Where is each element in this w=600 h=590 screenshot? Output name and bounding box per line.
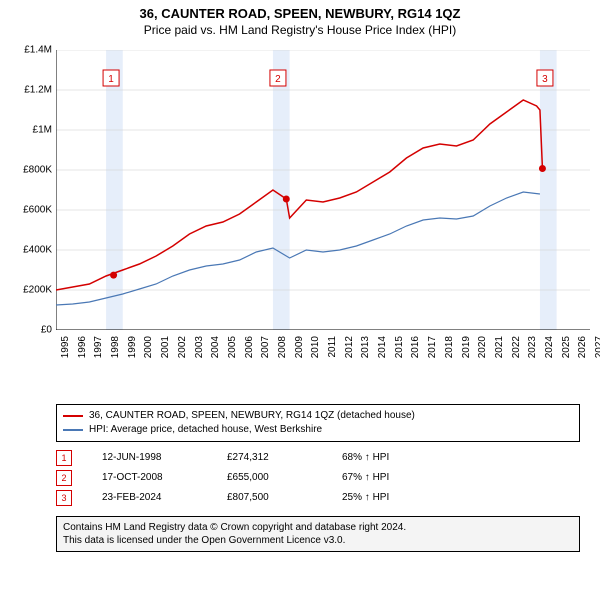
x-tick-label: 2010	[310, 336, 321, 358]
x-tick-label: 2017	[427, 336, 438, 358]
chart-container: 36, CAUNTER ROAD, SPEEN, NEWBURY, RG14 1…	[0, 0, 600, 590]
x-tick-label: 2020	[477, 336, 488, 358]
plot-area: 1 2 3	[56, 50, 590, 330]
x-tick-label: 2023	[527, 336, 538, 358]
legend-swatch	[63, 429, 83, 431]
x-tick-label: 2019	[461, 336, 472, 358]
x-tick-label: 1996	[77, 336, 88, 358]
sale-diff: 67% ↑ HPI	[342, 468, 389, 488]
legend-item: 36, CAUNTER ROAD, SPEEN, NEWBURY, RG14 1…	[63, 409, 573, 423]
sale-marker-number: 2	[56, 470, 72, 486]
sale-diff: 25% ↑ HPI	[342, 488, 389, 508]
svg-text:3: 3	[542, 74, 548, 85]
x-tick-label: 2004	[210, 336, 221, 358]
x-tick-label: 2018	[444, 336, 455, 358]
sale-marker-number: 1	[56, 450, 72, 466]
x-tick-label: 2000	[143, 336, 154, 358]
x-tick-label: 1995	[60, 336, 71, 358]
x-tick-label: 2014	[377, 336, 388, 358]
x-tick-label: 2001	[160, 336, 171, 358]
sale-row: 1 12-JUN-1998 £274,312 68% ↑ HPI	[56, 448, 566, 468]
y-tick-label: £200K	[2, 285, 52, 296]
x-tick-label: 2013	[360, 336, 371, 358]
footer-line2: This data is licensed under the Open Gov…	[63, 534, 573, 547]
y-tick-label: £1.4M	[2, 45, 52, 56]
legend-swatch	[63, 415, 83, 417]
chart-title: 36, CAUNTER ROAD, SPEEN, NEWBURY, RG14 1…	[0, 0, 600, 21]
x-tick-label: 2007	[260, 336, 271, 358]
sale-price: £274,312	[227, 448, 312, 468]
x-tick-label: 1997	[93, 336, 104, 358]
x-tick-label: 2006	[244, 336, 255, 358]
footer-note: Contains HM Land Registry data © Crown c…	[56, 516, 580, 552]
y-tick-label: £1.2M	[2, 85, 52, 96]
legend-item: HPI: Average price, detached house, West…	[63, 423, 573, 437]
sale-marker-number: 3	[56, 490, 72, 506]
x-tick-label: 2022	[511, 336, 522, 358]
x-tick-label: 2026	[577, 336, 588, 358]
svg-text:2: 2	[275, 74, 281, 85]
x-tick-label: 2011	[327, 336, 338, 358]
x-tick-label: 2021	[494, 336, 505, 358]
legend: 36, CAUNTER ROAD, SPEEN, NEWBURY, RG14 1…	[56, 404, 580, 442]
x-tick-label: 2012	[344, 336, 355, 358]
sale-date: 23-FEB-2024	[102, 488, 197, 508]
svg-text:1: 1	[108, 74, 114, 85]
y-tick-label: £0	[2, 325, 52, 336]
y-tick-label: £800K	[2, 165, 52, 176]
legend-label: 36, CAUNTER ROAD, SPEEN, NEWBURY, RG14 1…	[89, 409, 415, 423]
sale-diff: 68% ↑ HPI	[342, 448, 389, 468]
x-tick-label: 2002	[177, 336, 188, 358]
sale-price: £655,000	[227, 468, 312, 488]
sales-table: 1 12-JUN-1998 £274,312 68% ↑ HPI 2 17-OCT-200…	[56, 448, 566, 508]
x-tick-label: 2003	[194, 336, 205, 358]
x-tick-label: 2005	[227, 336, 238, 358]
legend-label: HPI: Average price, detached house, West…	[89, 423, 322, 437]
x-tick-label: 2009	[294, 336, 305, 358]
sale-row: 2 17-OCT-2008 £655,000 67% ↑ HPI	[56, 468, 566, 488]
x-tick-label: 2016	[410, 336, 421, 358]
sale-row: 3 23-FEB-2024 £807,500 25% ↑ HPI	[56, 488, 566, 508]
x-tick-label: 2015	[394, 336, 405, 358]
sale-price: £807,500	[227, 488, 312, 508]
footer-line1: Contains HM Land Registry data © Crown c…	[63, 521, 573, 534]
x-tick-label: 2008	[277, 336, 288, 358]
x-tick-label: 1999	[127, 336, 138, 358]
x-tick-label: 2027	[594, 336, 600, 358]
y-tick-label: £1M	[2, 125, 52, 136]
x-tick-label: 1998	[110, 336, 121, 358]
y-tick-label: £400K	[2, 245, 52, 256]
x-tick-label: 2024	[544, 336, 555, 358]
y-tick-label: £600K	[2, 205, 52, 216]
chart-svg: 1 2 3	[56, 50, 590, 330]
sale-date: 12-JUN-1998	[102, 448, 197, 468]
sale-date: 17-OCT-2008	[102, 468, 197, 488]
chart-subtitle: Price paid vs. HM Land Registry's House …	[0, 21, 600, 41]
x-tick-label: 2025	[561, 336, 572, 358]
